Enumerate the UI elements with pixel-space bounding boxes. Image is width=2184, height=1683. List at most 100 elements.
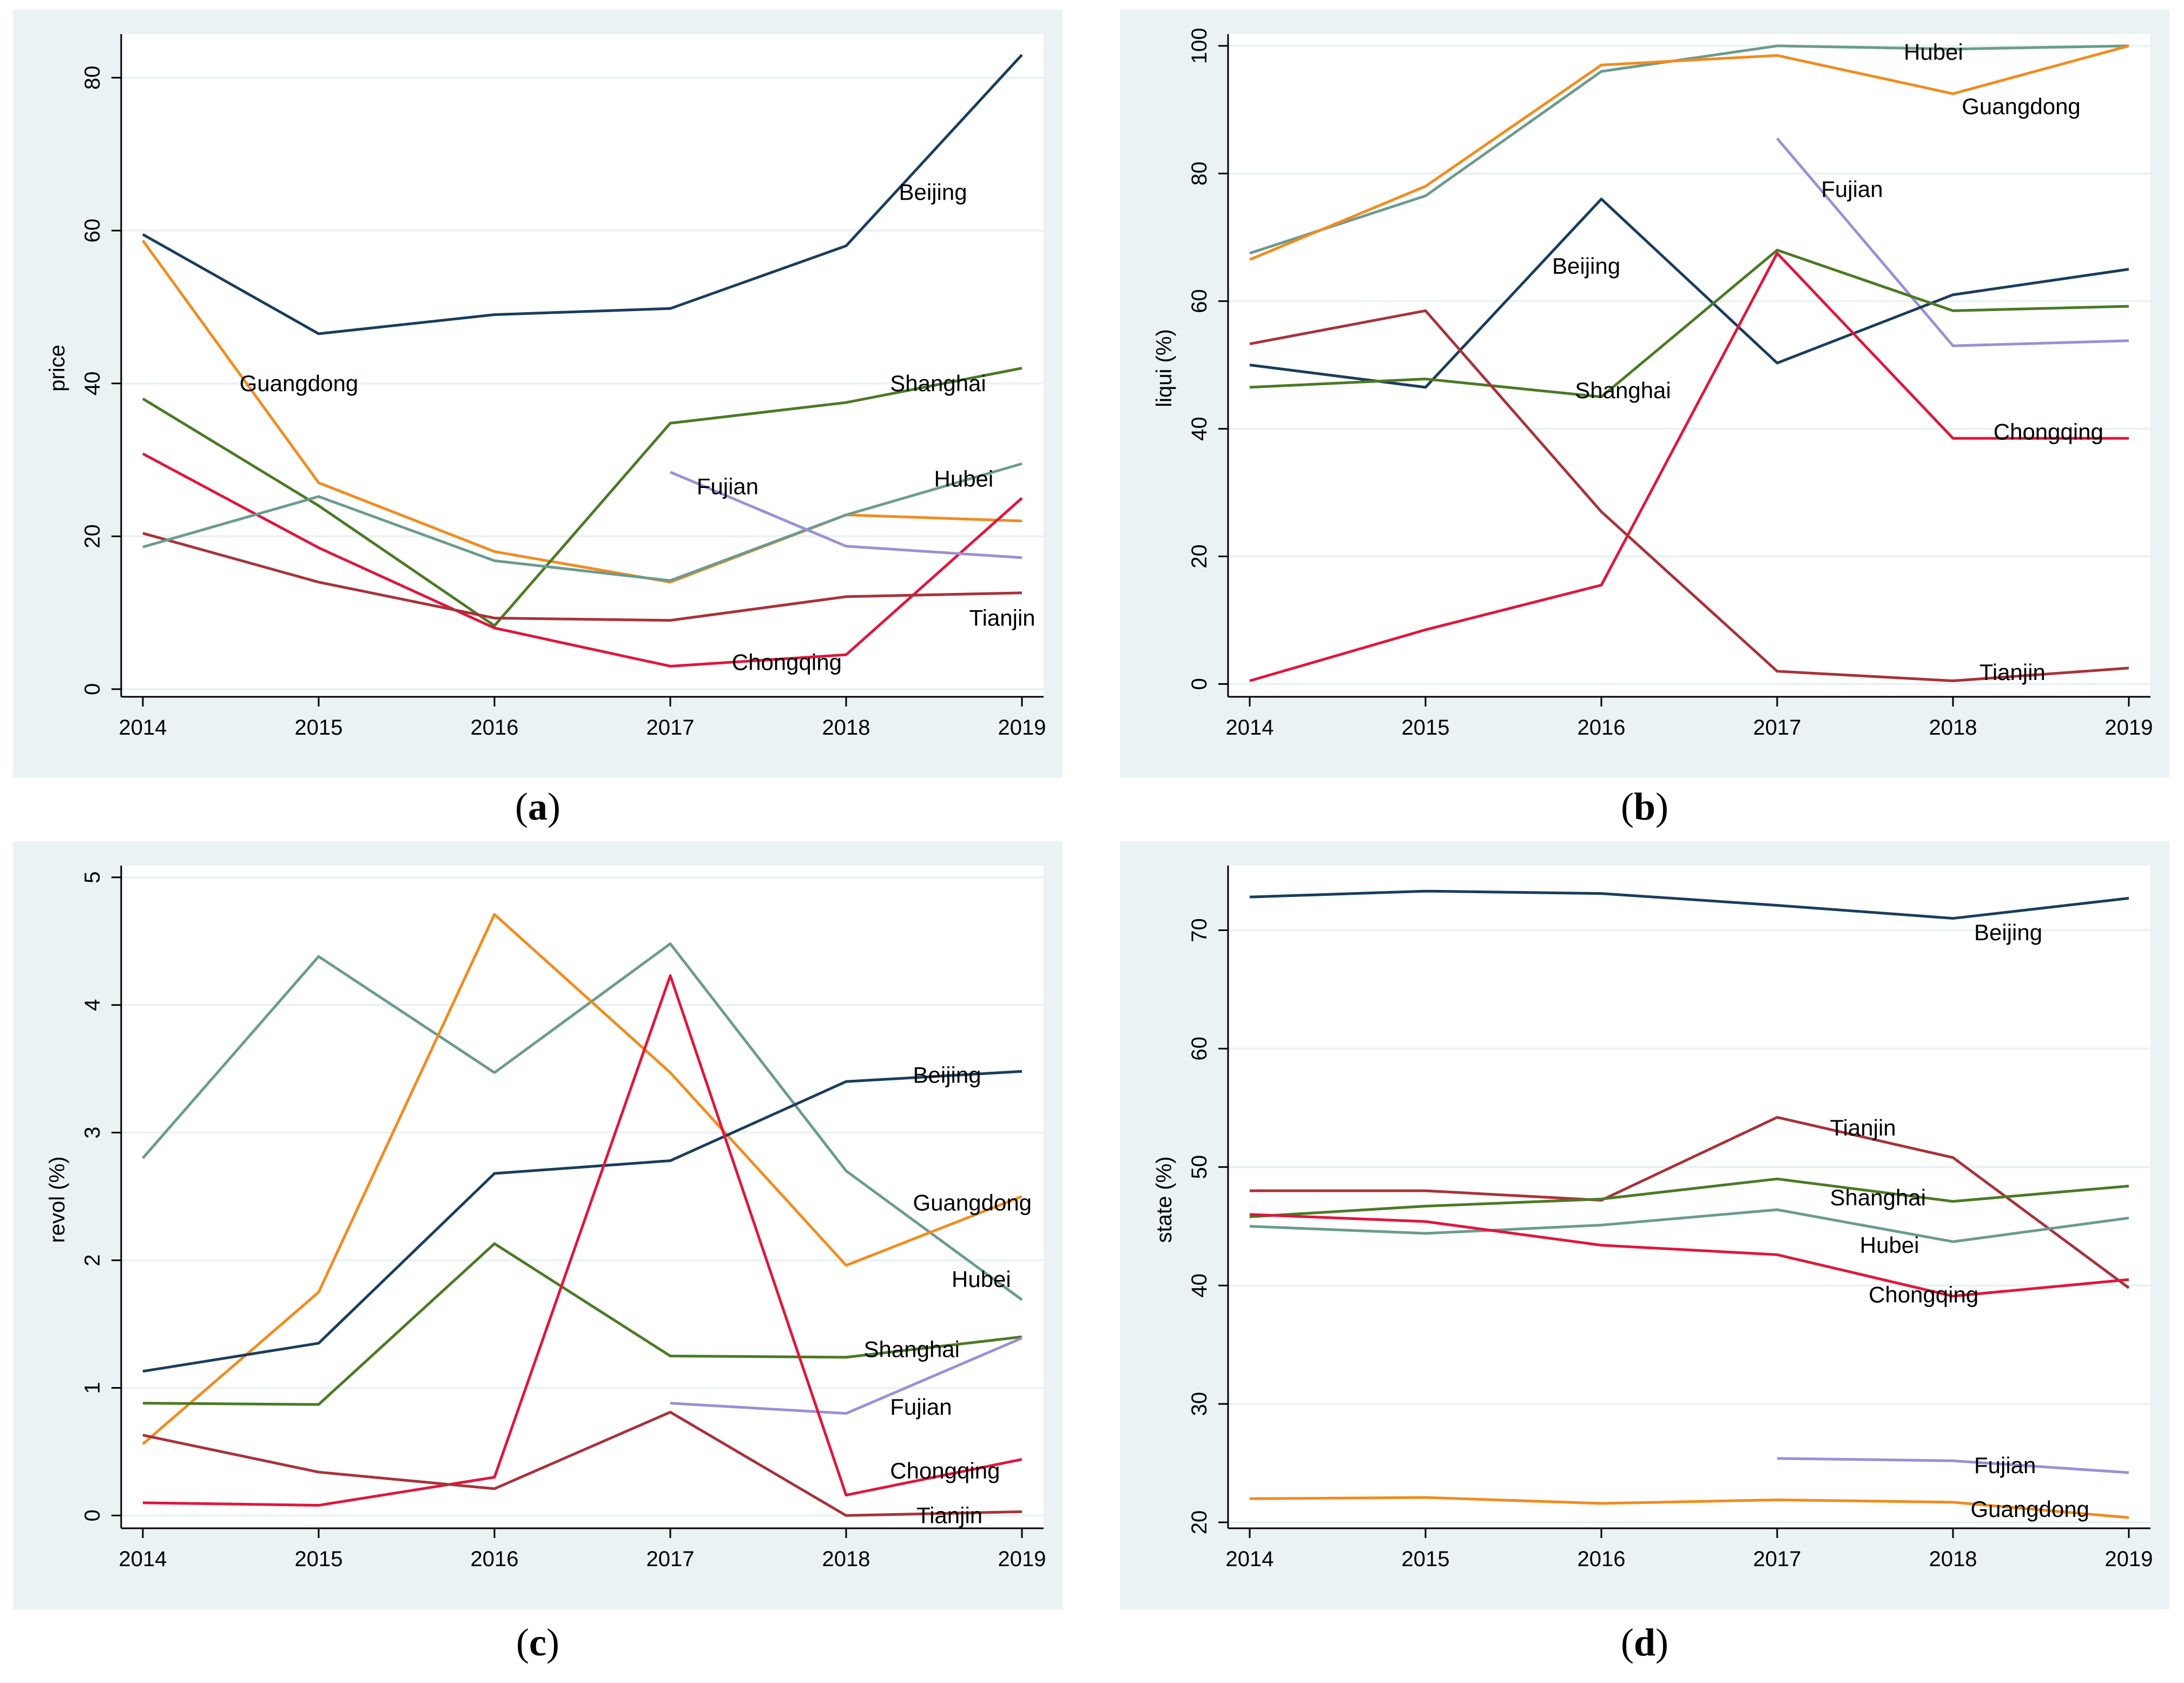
series-label-shanghai: Shanghai bbox=[1830, 1185, 1926, 1210]
series-label-fujian: Fujian bbox=[697, 473, 758, 499]
series-label-hubei: Hubei bbox=[934, 466, 994, 491]
series-line-hubei bbox=[142, 942, 1023, 1301]
series-label-hubei: Hubei bbox=[1904, 39, 1963, 65]
series-label-tianjin: Tianjin bbox=[1830, 1115, 1896, 1140]
y-tick-label: 2 bbox=[81, 1254, 104, 1266]
caption-a: (a) bbox=[515, 785, 560, 828]
x-tick-label: 2014 bbox=[1226, 1547, 1274, 1571]
x-tick-label: 2018 bbox=[1929, 1547, 1977, 1571]
series-line-chongqing bbox=[1249, 252, 2129, 682]
series-line-beijing bbox=[142, 54, 1023, 335]
x-tick-label: 2018 bbox=[822, 716, 870, 740]
series-label-tianjin: Tianjin bbox=[916, 1502, 982, 1528]
y-tick-label: 60 bbox=[81, 219, 104, 243]
x-tick-label: 2019 bbox=[998, 1547, 1046, 1571]
y-tick-label: 20 bbox=[1187, 1510, 1211, 1535]
series-label-fujian: Fujian bbox=[890, 1394, 952, 1420]
y-tick-label: 5 bbox=[81, 872, 104, 883]
series-line-fujian bbox=[1777, 1457, 2129, 1474]
series-label-beijing: Beijing bbox=[913, 1062, 981, 1087]
x-tick-label: 2014 bbox=[119, 716, 167, 740]
x-tick-label: 2017 bbox=[1753, 716, 1802, 740]
series-label-chongqing: Chongqing bbox=[1869, 1282, 1978, 1308]
series-label-tianjin: Tianjin bbox=[969, 605, 1035, 630]
series-label-hubei: Hubei bbox=[952, 1266, 1011, 1292]
caption-b: (b) bbox=[1620, 785, 1668, 828]
y-tick-label: 20 bbox=[81, 524, 104, 549]
series-label-hubei: Hubei bbox=[1860, 1232, 1919, 1258]
x-tick-label: 2018 bbox=[822, 1547, 870, 1571]
chart-panel-b: 0 20 40 60 80 100 2014 2015 2016 2017 2018 2019 liqu… bbox=[1120, 10, 2169, 778]
x-tick-label: 2015 bbox=[295, 716, 343, 740]
series-label-guangdong: Guangdong bbox=[240, 371, 359, 396]
series-line-tianjin bbox=[1249, 309, 2129, 683]
series-label-guangdong: Guangdong bbox=[913, 1190, 1032, 1215]
series-line-hubei bbox=[1249, 44, 2129, 255]
plot-area bbox=[1228, 34, 2150, 697]
series-line-tianjin bbox=[1250, 1116, 2130, 1289]
chart-panel-d: 20 30 40 50 60 70 2014 2015 2016 2017 2018 2019 stat… bbox=[1120, 841, 2169, 1609]
caption-d: (d) bbox=[1620, 1621, 1668, 1664]
series-label-shanghai: Shanghai bbox=[1575, 378, 1671, 403]
x-tick-label: 2019 bbox=[2105, 1547, 2153, 1571]
y-tick-label: 100 bbox=[1187, 28, 1211, 64]
y-tick-label: 40 bbox=[1187, 1273, 1211, 1298]
y-tick-label: 80 bbox=[1187, 161, 1211, 186]
series-label-fujian: Fujian bbox=[1974, 1453, 2036, 1478]
series-line-chongqing bbox=[1249, 1213, 2129, 1298]
y-tick-label: 20 bbox=[1187, 544, 1211, 568]
y-tick-label: 60 bbox=[1187, 1037, 1211, 1061]
y-tick-label: 1 bbox=[81, 1382, 104, 1394]
series-line-fujian bbox=[670, 471, 1022, 559]
y-tick-label: 30 bbox=[1187, 1392, 1211, 1416]
y-tick-label: 50 bbox=[1187, 1155, 1211, 1179]
series-line-guangdong bbox=[1249, 44, 2129, 261]
x-tick-label: 2017 bbox=[646, 716, 695, 740]
x-tick-label: 2017 bbox=[1753, 1547, 1802, 1571]
x-tick-label: 2016 bbox=[471, 1547, 519, 1571]
series-label-shanghai: Shanghai bbox=[890, 371, 986, 396]
y-tick-label: 0 bbox=[1187, 678, 1211, 690]
y-tick-label: 80 bbox=[81, 65, 104, 89]
line-chart-revol: 0 1 2 3 4 5 2014 2015 2016 2017 2018 2019 revol (%) B… bbox=[45, 866, 1046, 1571]
y-tick-label: 70 bbox=[1187, 918, 1211, 942]
series-line-chongqing bbox=[142, 974, 1022, 1507]
series-line-beijing bbox=[1249, 889, 2129, 920]
series-line-fujian bbox=[1776, 137, 2129, 347]
y-tick-label: 3 bbox=[81, 1127, 104, 1139]
x-tick-label: 2014 bbox=[1226, 716, 1274, 740]
x-tick-label: 2017 bbox=[646, 1547, 695, 1571]
series-label-guangdong: Guangdong bbox=[1962, 94, 2081, 119]
series-line-guangdong bbox=[142, 913, 1022, 1446]
x-tick-label: 2019 bbox=[2105, 716, 2153, 740]
series-line-shanghai bbox=[1249, 1177, 2129, 1218]
x-tick-label: 2018 bbox=[1929, 716, 1977, 740]
y-tick-label: 40 bbox=[1187, 417, 1211, 441]
series-label-beijing: Beijing bbox=[899, 180, 967, 205]
y-axis-label: price bbox=[45, 345, 69, 392]
line-chart-liqui: 0 20 40 60 80 100 2014 2015 2016 2017 2018 2019 liqu… bbox=[1152, 28, 2153, 740]
series-label-guangdong: Guangdong bbox=[1971, 1496, 2090, 1522]
series-label-chongqing: Chongqing bbox=[1994, 419, 2103, 444]
x-tick-label: 2015 bbox=[1402, 716, 1450, 740]
chart-panel-a: 0 20 40 60 80 2014 2015 2016 2017 2018 2019 price Be… bbox=[13, 10, 1063, 778]
series-line-hubei bbox=[1249, 1208, 2129, 1243]
series-line-shanghai bbox=[1249, 248, 2129, 399]
caption-c: (c) bbox=[516, 1621, 559, 1664]
series-label-shanghai: Shanghai bbox=[864, 1337, 960, 1362]
y-tick-label: 4 bbox=[81, 999, 104, 1011]
line-chart-state: 20 30 40 50 60 70 2014 2015 2016 2017 2018 2019 stat… bbox=[1152, 866, 2153, 1571]
series-line-hubei bbox=[142, 462, 1022, 582]
y-tick-label: 0 bbox=[81, 1509, 104, 1521]
series-line-tianjin bbox=[142, 532, 1022, 622]
x-tick-label: 2015 bbox=[295, 1547, 343, 1571]
series-line-fujian bbox=[670, 1337, 1022, 1415]
series-line-shanghai bbox=[142, 1242, 1022, 1406]
plot-area bbox=[121, 34, 1044, 697]
series-line-guangdong bbox=[141, 240, 1022, 584]
plot-area bbox=[121, 866, 1044, 1528]
x-tick-label: 2014 bbox=[119, 1547, 167, 1571]
series-line-tianjin bbox=[142, 1410, 1022, 1517]
series-line-beijing bbox=[142, 1070, 1022, 1373]
series-label-beijing: Beijing bbox=[1974, 920, 2042, 945]
